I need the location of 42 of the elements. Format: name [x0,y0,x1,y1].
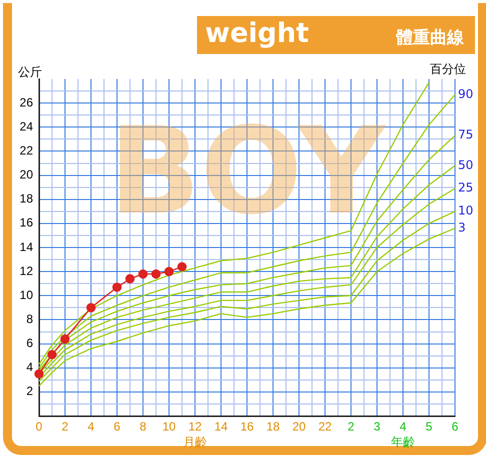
x-tick-label: 2 [62,420,69,434]
x-tick-label: 16 [240,420,254,434]
y-tick-label: 20 [20,168,34,182]
x-tick-label: 0 [36,420,43,434]
x-axis-title: 月齡 [183,435,207,450]
x-tick-label: 6 [114,420,121,434]
x-tick-label: 5 [426,420,433,434]
x-tick-label: 4 [400,420,407,434]
legend-title: 百分位 [430,62,466,76]
y-tick-label: 18 [20,192,34,206]
y-tick-label: 6 [26,336,34,350]
y-tick-label: 8 [26,312,34,326]
x-tick-label: 14 [214,420,228,434]
series-label: 3 [458,220,466,234]
x-tick-label: 2 [348,420,355,434]
y-tick-label: 10 [20,288,34,302]
x-tick-label: 3 [374,420,381,434]
chart-subtitle: 體重曲線 [396,27,464,49]
y-axis-title: 公斤 [18,65,42,80]
y-tick-label: 4 [26,360,34,374]
x-tick-label: 12 [188,420,202,434]
x-tick-label: 6 [452,420,459,434]
x-tick-label: 4 [88,420,95,434]
series-label: 25 [458,180,474,195]
series-label: 10 [458,204,474,218]
y-tick-label: 16 [20,216,34,230]
series-label: 75 [458,128,474,142]
y-tick-label: 14 [20,240,34,254]
y-tick-label: 12 [20,264,34,278]
y-tick-label: 2 [26,384,34,398]
y-tick-label: 24 [20,119,34,134]
chart-title: weight [205,18,309,49]
series-label: 90 [458,86,474,101]
y-tick-label: 22 [20,144,34,158]
x-tick-label: 8 [140,420,147,434]
x-tick-label: 18 [266,420,280,434]
text: 年齡 [391,435,415,450]
series-label: 50 [458,158,474,172]
x-tick-label: 10 [162,420,176,434]
y-tick-label: 26 [20,95,34,110]
x-tick-label: 22 [318,420,332,434]
x-tick-label: 20 [292,420,306,434]
